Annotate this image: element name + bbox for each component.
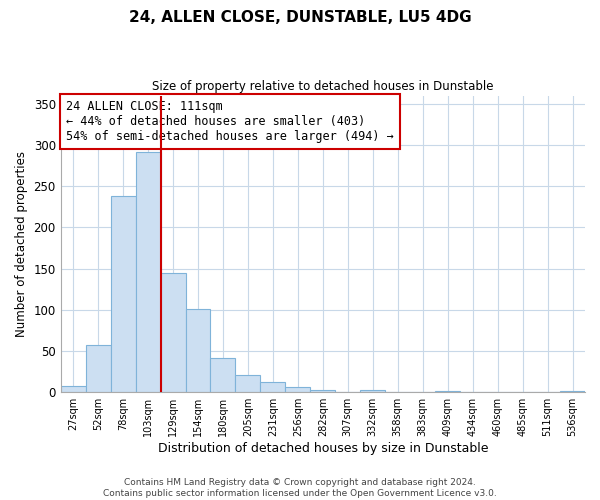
Bar bbox=[161, 272, 185, 392]
X-axis label: Distribution of detached houses by size in Dunstable: Distribution of detached houses by size … bbox=[158, 442, 488, 455]
Bar bbox=[211, 358, 235, 392]
Bar bbox=[136, 152, 161, 392]
Bar bbox=[86, 345, 110, 392]
Bar bbox=[260, 382, 286, 392]
Bar bbox=[185, 309, 211, 392]
Title: Size of property relative to detached houses in Dunstable: Size of property relative to detached ho… bbox=[152, 80, 494, 93]
Bar bbox=[235, 375, 260, 392]
Bar bbox=[61, 386, 86, 392]
Bar bbox=[435, 390, 460, 392]
Bar bbox=[560, 390, 585, 392]
Bar bbox=[360, 390, 385, 392]
Bar bbox=[110, 196, 136, 392]
Text: 24 ALLEN CLOSE: 111sqm
← 44% of detached houses are smaller (403)
54% of semi-de: 24 ALLEN CLOSE: 111sqm ← 44% of detached… bbox=[66, 100, 394, 143]
Y-axis label: Number of detached properties: Number of detached properties bbox=[15, 151, 28, 337]
Text: 24, ALLEN CLOSE, DUNSTABLE, LU5 4DG: 24, ALLEN CLOSE, DUNSTABLE, LU5 4DG bbox=[128, 10, 472, 25]
Bar bbox=[310, 390, 335, 392]
Bar bbox=[286, 388, 310, 392]
Text: Contains HM Land Registry data © Crown copyright and database right 2024.
Contai: Contains HM Land Registry data © Crown c… bbox=[103, 478, 497, 498]
